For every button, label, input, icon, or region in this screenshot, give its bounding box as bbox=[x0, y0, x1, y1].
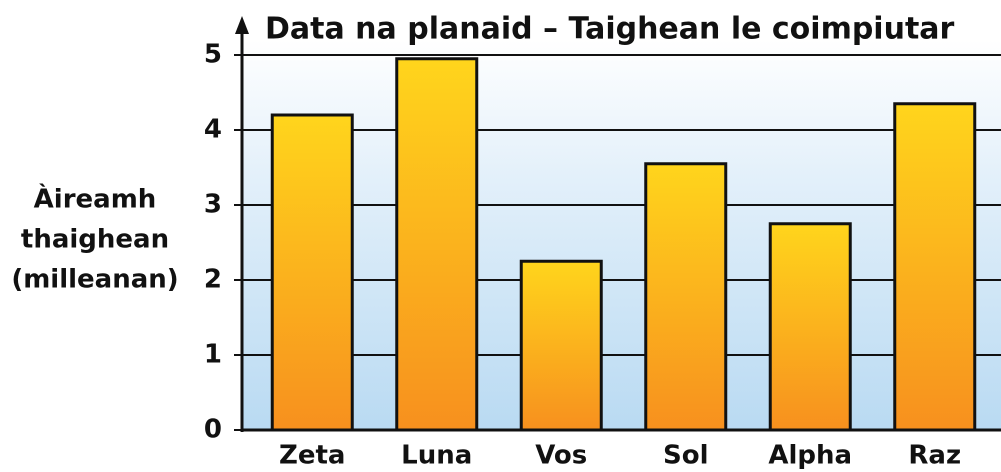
plot-background bbox=[242, 40, 1001, 430]
x-tick-label: Sol bbox=[663, 441, 709, 471]
bar bbox=[644, 162, 728, 432]
y-tick-label: 4 bbox=[204, 115, 222, 145]
y-axis-label-line: thaighean bbox=[21, 225, 169, 255]
x-tick-label: Luna bbox=[401, 441, 472, 471]
bar bbox=[395, 57, 479, 432]
x-tick-label: Vos bbox=[535, 441, 587, 471]
y-tick-label: 0 bbox=[204, 415, 222, 445]
x-tick-label: Zeta bbox=[279, 441, 345, 471]
y-tick-label: 2 bbox=[204, 265, 222, 295]
y-axis-label-line: (milleanan) bbox=[11, 265, 178, 295]
bar bbox=[893, 102, 977, 432]
y-axis-arrow bbox=[235, 16, 249, 34]
y-axis-label-line: Àireamh bbox=[34, 183, 157, 215]
y-tick-label: 3 bbox=[204, 190, 222, 220]
bar bbox=[270, 113, 354, 432]
x-tick-label: Alpha bbox=[768, 441, 852, 471]
bar bbox=[768, 222, 852, 432]
x-tick-label: Raz bbox=[908, 441, 961, 471]
y-axis-label: Àireamh thaighean (milleanan) bbox=[11, 183, 178, 295]
chart-title: Data na planaid – Taighean le coimpiutar bbox=[265, 12, 955, 47]
y-tick-label: 1 bbox=[204, 340, 222, 370]
bar bbox=[519, 259, 603, 432]
y-tick-label: 5 bbox=[204, 40, 222, 70]
